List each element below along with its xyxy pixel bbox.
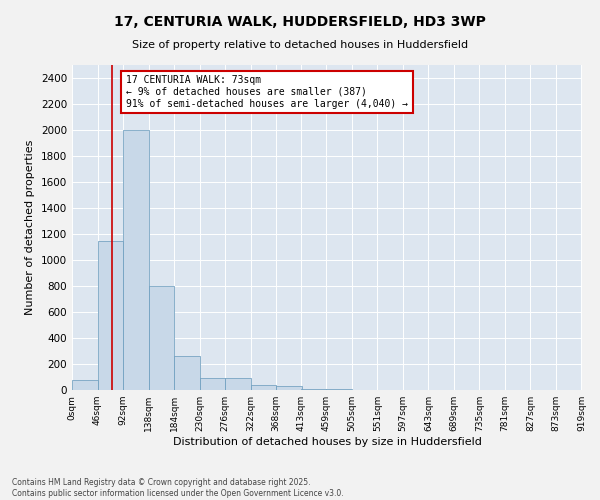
X-axis label: Distribution of detached houses by size in Huddersfield: Distribution of detached houses by size … — [173, 437, 481, 447]
Bar — [301, 388, 326, 390]
Text: Contains HM Land Registry data © Crown copyright and database right 2025.
Contai: Contains HM Land Registry data © Crown c… — [12, 478, 344, 498]
Bar — [174, 356, 199, 390]
Y-axis label: Number of detached properties: Number of detached properties — [25, 140, 35, 315]
Bar — [199, 378, 225, 390]
Bar — [251, 385, 276, 390]
Bar — [149, 286, 174, 390]
Bar — [72, 380, 97, 390]
Bar — [97, 240, 123, 390]
Bar — [225, 378, 251, 390]
Bar — [276, 386, 302, 390]
Bar — [123, 130, 149, 390]
Text: Size of property relative to detached houses in Huddersfield: Size of property relative to detached ho… — [132, 40, 468, 50]
Text: 17, CENTURIA WALK, HUDDERSFIELD, HD3 3WP: 17, CENTURIA WALK, HUDDERSFIELD, HD3 3WP — [114, 15, 486, 29]
Text: 17 CENTURIA WALK: 73sqm
← 9% of detached houses are smaller (387)
91% of semi-de: 17 CENTURIA WALK: 73sqm ← 9% of detached… — [126, 76, 408, 108]
